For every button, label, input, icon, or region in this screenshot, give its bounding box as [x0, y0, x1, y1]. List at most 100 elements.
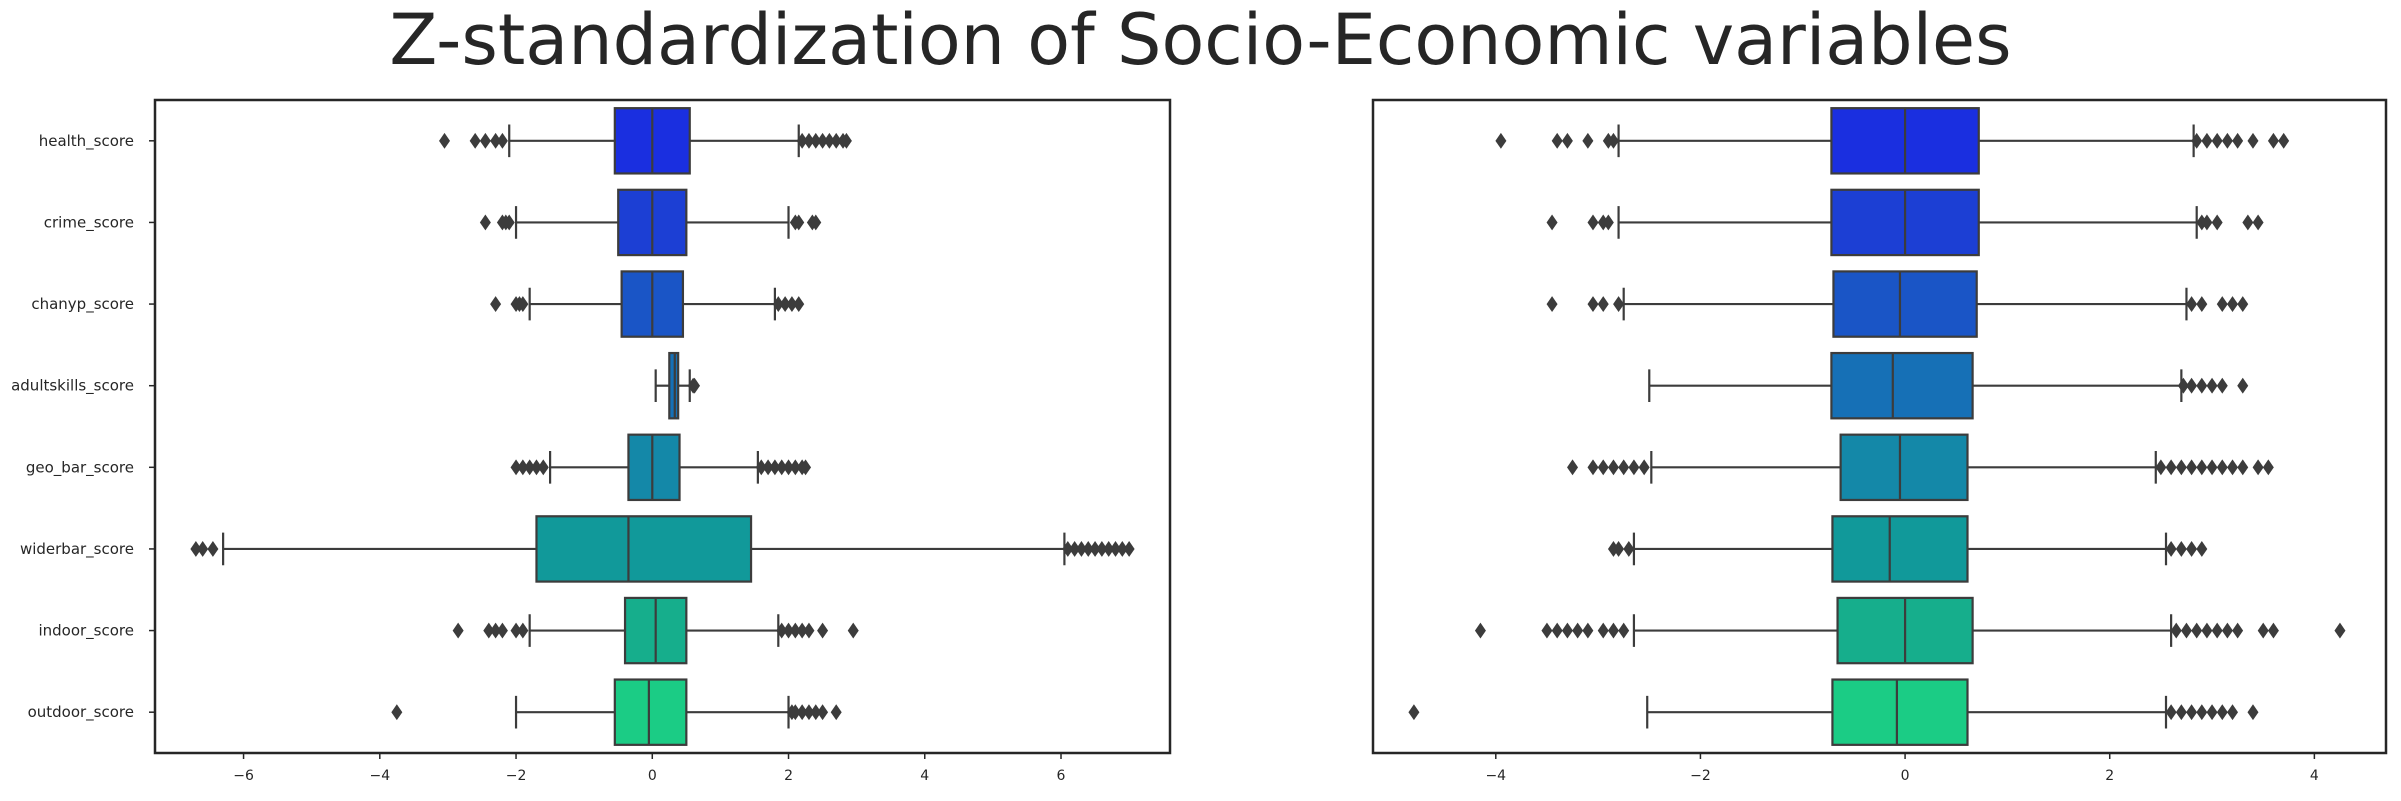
x-tick-label: 2	[2105, 768, 2114, 784]
outlier-point	[772, 296, 784, 313]
figure-title: Z-standardization of Socio-Economic vari…	[389, 0, 2012, 81]
outlier-point	[1062, 540, 1074, 557]
outlier-point	[2237, 296, 2249, 313]
outlier-point	[789, 704, 801, 721]
outlier-point	[391, 704, 403, 721]
outlier-point	[2191, 622, 2203, 639]
outlier-point	[2206, 459, 2218, 476]
outlier-point	[793, 296, 805, 313]
outlier-point	[1597, 622, 1609, 639]
outlier-point	[2232, 622, 2244, 639]
outlier-point	[830, 132, 842, 149]
outlier-point	[469, 132, 481, 149]
outlier-point	[2252, 459, 2264, 476]
outlier-point	[2267, 622, 2279, 639]
iqr-box	[1832, 270, 1978, 338]
outlier-point	[2191, 132, 2203, 149]
box-health_score	[1495, 107, 2290, 175]
outlier-point	[490, 622, 502, 639]
box-geo_bar_score	[1567, 433, 2274, 502]
iqr-box	[1839, 433, 1969, 502]
outlier-point	[524, 459, 536, 476]
outlier-point	[2165, 540, 2177, 557]
box-geo_bar_score	[510, 433, 812, 502]
outlier-point	[2175, 704, 2187, 721]
outlier-point	[1602, 214, 1614, 231]
outlier-point	[2216, 459, 2228, 476]
outlier-point	[2221, 622, 2233, 639]
outlier-point	[479, 132, 491, 149]
outlier-point	[2186, 704, 2198, 721]
outlier-point	[1116, 540, 1128, 557]
outlier-point	[2196, 540, 2208, 557]
outlier-point	[2186, 296, 2198, 313]
outlier-point	[1069, 540, 1081, 557]
outlier-point	[2165, 704, 2177, 721]
outlier-point	[2227, 296, 2239, 313]
box-indoor_score	[452, 596, 859, 665]
outlier-point	[452, 622, 464, 639]
outlier-point	[803, 704, 815, 721]
outlier-point	[2262, 459, 2274, 476]
outlier-point	[197, 540, 209, 557]
outlier-point	[1572, 622, 1584, 639]
outlier-point	[1618, 622, 1630, 639]
outlier-point	[2196, 704, 2208, 721]
outlier-point	[2247, 704, 2259, 721]
outlier-point	[1628, 459, 1640, 476]
outlier-point	[783, 459, 795, 476]
outlier-point	[1561, 132, 1573, 149]
outlier-point	[1613, 296, 1625, 313]
iqr-box	[627, 433, 681, 502]
outlier-point	[1618, 459, 1630, 476]
x-tick-label: 4	[920, 768, 929, 784]
outlier-point	[2201, 214, 2213, 231]
outlier-point	[2196, 459, 2208, 476]
box-widerbar_score	[190, 515, 1135, 583]
outlier-point	[2216, 704, 2228, 721]
outlier-point	[776, 622, 788, 639]
outlier-point	[779, 296, 791, 313]
outlier-point	[783, 622, 795, 639]
box-chanyp_score	[1546, 270, 2249, 338]
outlier-point	[2186, 377, 2198, 394]
outlier-point	[1541, 622, 1553, 639]
outlier-point	[769, 459, 781, 476]
category-label: health_score	[39, 132, 134, 151]
outlier-point	[479, 214, 491, 231]
outlier-point	[2216, 377, 2228, 394]
outlier-point	[496, 622, 508, 639]
outlier-point	[2206, 377, 2218, 394]
plot-frame	[1371, 98, 2388, 755]
x-tick-label: −6	[233, 768, 254, 784]
outlier-point	[2237, 459, 2249, 476]
outlier-point	[510, 622, 522, 639]
outlier-point	[2206, 704, 2218, 721]
outlier-point	[755, 459, 767, 476]
outlier-point	[1607, 132, 1619, 149]
outlier-point	[2221, 132, 2233, 149]
iqr-box	[1831, 678, 1969, 746]
outlier-point	[1582, 622, 1594, 639]
outlier-point	[803, 622, 815, 639]
x-tick-label: 2	[784, 768, 793, 784]
x-tick-label: 0	[1901, 768, 1910, 784]
outlier-point	[1582, 132, 1594, 149]
outlier-point	[1587, 296, 1599, 313]
iqr-box	[613, 678, 688, 746]
outlier-point	[2201, 622, 2213, 639]
box-health_score	[439, 107, 852, 175]
outlier-point	[2155, 459, 2167, 476]
outlier-point	[796, 704, 808, 721]
outlier-point	[1551, 132, 1563, 149]
outlier-point	[1613, 540, 1625, 557]
box-adultskills_score	[654, 351, 701, 420]
box-indoor_score	[1474, 596, 2346, 665]
outlier-point	[2180, 622, 2192, 639]
outlier-point	[817, 132, 829, 149]
outlier-point	[1623, 540, 1635, 557]
outlier-point	[537, 459, 549, 476]
outlier-point	[517, 296, 529, 313]
outlier-point	[1561, 622, 1573, 639]
category-label: outdoor_score	[28, 703, 134, 722]
